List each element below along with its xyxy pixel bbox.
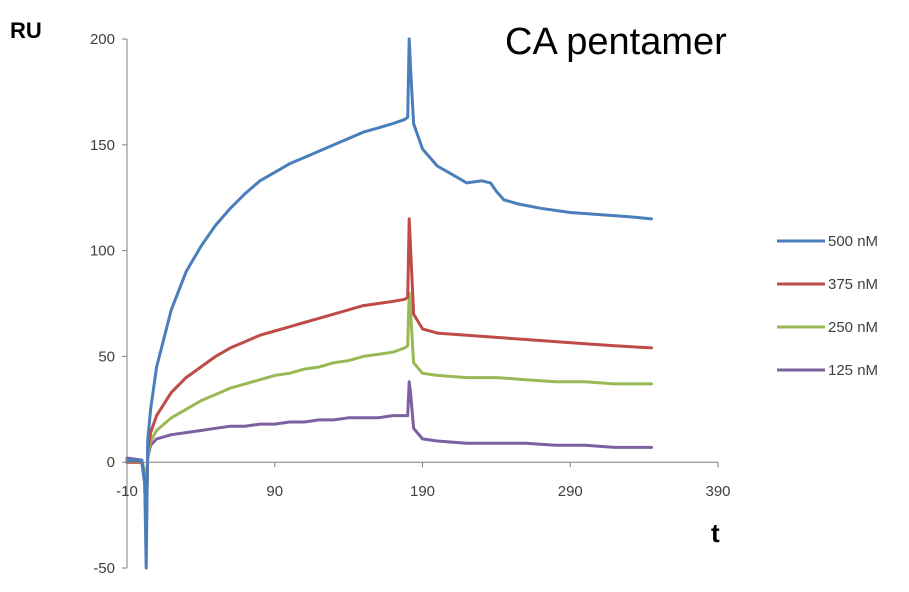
series-layer: [125, 37, 653, 570]
y-tick-label: 0: [107, 454, 115, 471]
series-line-125-nm: [125, 380, 653, 506]
y-tick-label: 100: [90, 243, 115, 260]
x-tick-label: 390: [705, 483, 730, 500]
legend-item: 375 nM: [777, 276, 878, 293]
y-tick-label: 150: [90, 137, 115, 154]
x-tick-label: 90: [266, 483, 283, 500]
series-line-500-nm: [125, 37, 653, 570]
legend-label: 375 nM: [828, 276, 878, 293]
legend: 500 nM 375 nM 250 nM 125 nM: [777, 233, 878, 379]
y-tick-label: -50: [93, 560, 115, 577]
y-tick-label: 200: [90, 31, 115, 48]
series-line-250-nm: [125, 291, 653, 523]
y-axis-label: RU: [10, 18, 42, 43]
chart-title: CA pentamer: [505, 21, 727, 63]
x-tick-label: 190: [410, 483, 435, 500]
legend-item: 500 nM: [777, 233, 878, 250]
x-axis-label: t: [711, 518, 720, 548]
legend-label: 500 nM: [828, 233, 878, 250]
x-tick-label: 290: [558, 483, 583, 500]
x-tick-label: -10: [116, 483, 138, 500]
legend-label: 125 nM: [828, 362, 878, 379]
legend-item: 125 nM: [777, 362, 878, 379]
ticks-layer: -50 0 50 100 150 200 -10 90 190 290 390: [90, 31, 731, 577]
legend-label: 250 nM: [828, 319, 878, 336]
y-tick-label: 50: [98, 348, 115, 365]
legend-item: 250 nM: [777, 319, 878, 336]
series-line-375-nm: [125, 217, 653, 538]
